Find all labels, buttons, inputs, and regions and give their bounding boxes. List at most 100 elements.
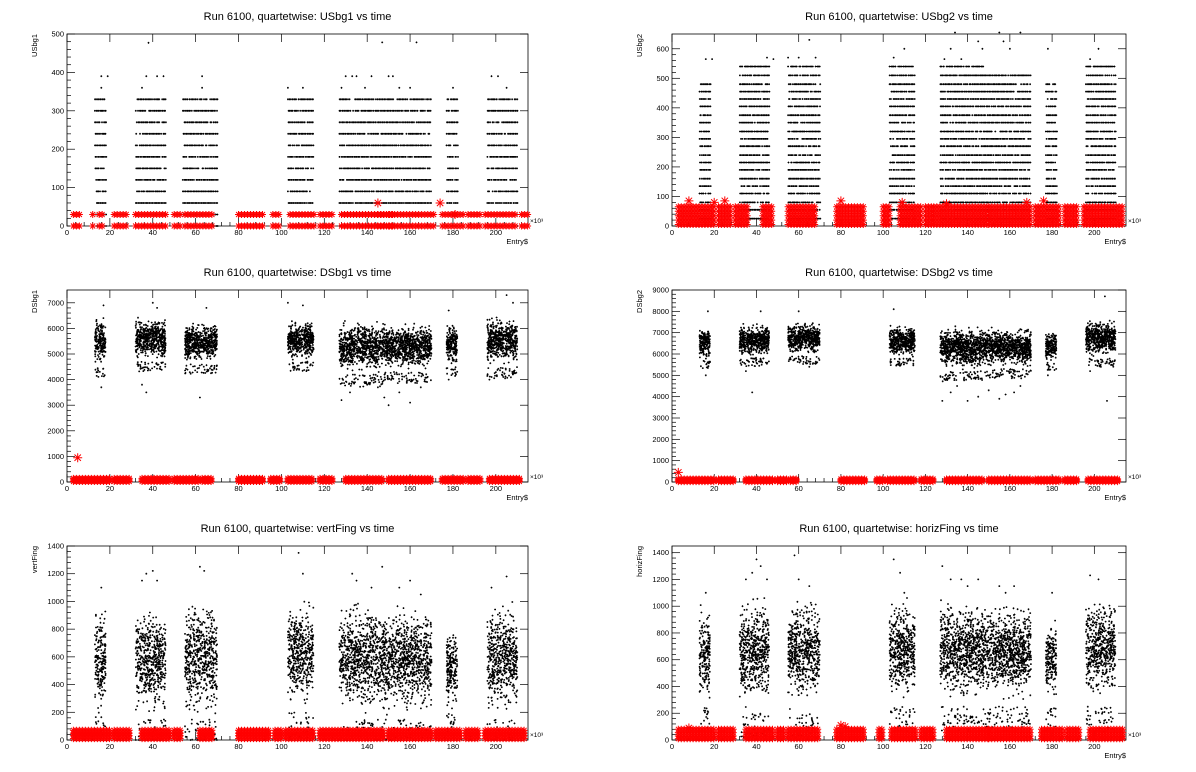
x-tick-label: 60 bbox=[795, 228, 803, 237]
y-tick-label: 0 bbox=[665, 478, 669, 487]
data-marker bbox=[122, 222, 130, 230]
x-tick-label: 140 bbox=[361, 484, 374, 493]
x-tick-label: 40 bbox=[149, 484, 157, 493]
data-marker bbox=[309, 726, 317, 734]
x-tick-label: 100 bbox=[877, 484, 890, 493]
data-marker bbox=[910, 475, 918, 483]
data-marker bbox=[710, 207, 718, 215]
data-marker bbox=[476, 211, 484, 218]
x-tick-label: 180 bbox=[447, 228, 460, 237]
y-tick-label: 600 bbox=[656, 44, 669, 53]
x-tick-label: 0 bbox=[65, 228, 69, 237]
data-marker bbox=[743, 212, 751, 220]
y-tick-label: 7000 bbox=[652, 328, 669, 337]
data-marker bbox=[859, 216, 867, 224]
y-tick-label: 1000 bbox=[652, 602, 669, 611]
series-1 bbox=[698, 554, 1117, 741]
x-tick-label: 40 bbox=[149, 742, 157, 751]
data-marker bbox=[125, 726, 133, 734]
data-marker bbox=[836, 196, 846, 206]
x-tick-label: 100 bbox=[877, 228, 890, 237]
x-tick-label: 160 bbox=[404, 742, 417, 751]
y-axis-label: horizFing bbox=[635, 546, 644, 577]
data-marker bbox=[328, 474, 336, 482]
x-tick-label: 20 bbox=[106, 484, 114, 493]
data-marker bbox=[768, 203, 776, 211]
x-tick-label: 0 bbox=[65, 742, 69, 751]
y-axis: 0 1000 2000 3000 4000 5000 6000 7000 8000 9000 bbox=[652, 286, 1126, 487]
data-marker bbox=[769, 475, 776, 483]
series-2 bbox=[673, 467, 1122, 486]
data-marker bbox=[1114, 475, 1122, 483]
data-marker bbox=[743, 221, 751, 228]
x-tick-label: 160 bbox=[1004, 742, 1017, 751]
x-tick-label: 0 bbox=[670, 742, 674, 751]
x-tick-label: 0 bbox=[65, 484, 69, 493]
data-marker bbox=[73, 453, 83, 463]
chart-title: Run 6100, quartetwise: USbg2 vs time bbox=[805, 11, 993, 23]
x-tick-label: 140 bbox=[361, 228, 374, 237]
y-tick-label: 1000 bbox=[47, 452, 64, 461]
data-marker bbox=[276, 474, 284, 482]
y-tick-label: 1200 bbox=[652, 575, 669, 584]
data-marker bbox=[265, 726, 273, 734]
y-tick-label: 3000 bbox=[47, 401, 64, 410]
y-axis-label: vertFing bbox=[30, 546, 39, 573]
x-axis: 0 20 40 60 80 100 120 140 160 180 200 bbox=[65, 290, 522, 493]
x-tick-label: 100 bbox=[275, 228, 288, 237]
series-2 bbox=[674, 196, 1126, 228]
x-tick-label: 200 bbox=[490, 742, 503, 751]
x-tick-label: 120 bbox=[919, 228, 932, 237]
y-tick-label: 800 bbox=[656, 628, 669, 637]
x-axis: 0 20 40 60 80 100 120 140 160 180 200 bbox=[65, 34, 522, 237]
y-tick-label: 500 bbox=[656, 74, 669, 83]
chart-panel-2: Run 6100, quartetwise: USbg2 vs time 0 100… bbox=[635, 11, 1142, 246]
x-tick-label: 100 bbox=[275, 742, 288, 751]
data-marker bbox=[710, 212, 718, 220]
x-tick-label: 140 bbox=[361, 742, 374, 751]
x-tick-label: 40 bbox=[149, 228, 157, 237]
y-tick-label: 0 bbox=[665, 222, 669, 231]
data-marker bbox=[859, 221, 867, 228]
x-axis-label: Entry$ bbox=[1104, 493, 1127, 502]
data-marker bbox=[1055, 475, 1063, 483]
x-tick-label: 120 bbox=[919, 484, 932, 493]
y-tick-label: 600 bbox=[51, 652, 64, 661]
data-marker bbox=[277, 726, 285, 734]
chart-title: Run 6100, quartetwise: DSbg2 vs time bbox=[805, 267, 993, 279]
plot-frame bbox=[66, 33, 529, 227]
data-marker bbox=[328, 211, 336, 218]
x-tick-label: 140 bbox=[961, 484, 974, 493]
data-marker bbox=[1055, 207, 1063, 215]
data-marker bbox=[1055, 216, 1063, 224]
data-marker bbox=[726, 221, 734, 228]
data-marker bbox=[165, 474, 173, 482]
data-marker bbox=[768, 221, 776, 228]
chart-panel-6: Run 6100, quartetwise: horizFing vs time… bbox=[635, 523, 1142, 760]
data-marker bbox=[98, 211, 106, 218]
data-marker bbox=[917, 221, 925, 228]
chart-panel-5: Run 6100, quartetwise: vertFing vs time 0… bbox=[30, 523, 544, 751]
y-tick-label: 5000 bbox=[47, 350, 64, 359]
y-tick-label: 100 bbox=[51, 183, 64, 192]
y-tick-label: 200 bbox=[51, 708, 64, 717]
data-marker bbox=[1039, 196, 1049, 206]
data-marker bbox=[89, 222, 97, 230]
data-marker bbox=[379, 726, 387, 734]
data-marker bbox=[162, 211, 170, 218]
data-marker bbox=[1075, 725, 1083, 733]
y-tick-label: 1000 bbox=[652, 456, 669, 465]
data-marker bbox=[1119, 725, 1127, 733]
data-points bbox=[94, 294, 519, 407]
data-marker bbox=[859, 207, 867, 215]
x-exponent: ×10³ bbox=[530, 218, 544, 225]
data-marker bbox=[743, 203, 751, 211]
y-tick-label: 9000 bbox=[652, 286, 669, 295]
y-tick-label: 1400 bbox=[652, 548, 669, 557]
chart-title: Run 6100, quartetwise: DSbg1 vs time bbox=[204, 267, 392, 279]
x-tick-label: 0 bbox=[670, 484, 674, 493]
data-points bbox=[94, 552, 519, 741]
x-tick-label: 20 bbox=[710, 742, 718, 751]
y-tick-label: 5000 bbox=[652, 371, 669, 380]
data-marker bbox=[1073, 203, 1081, 211]
